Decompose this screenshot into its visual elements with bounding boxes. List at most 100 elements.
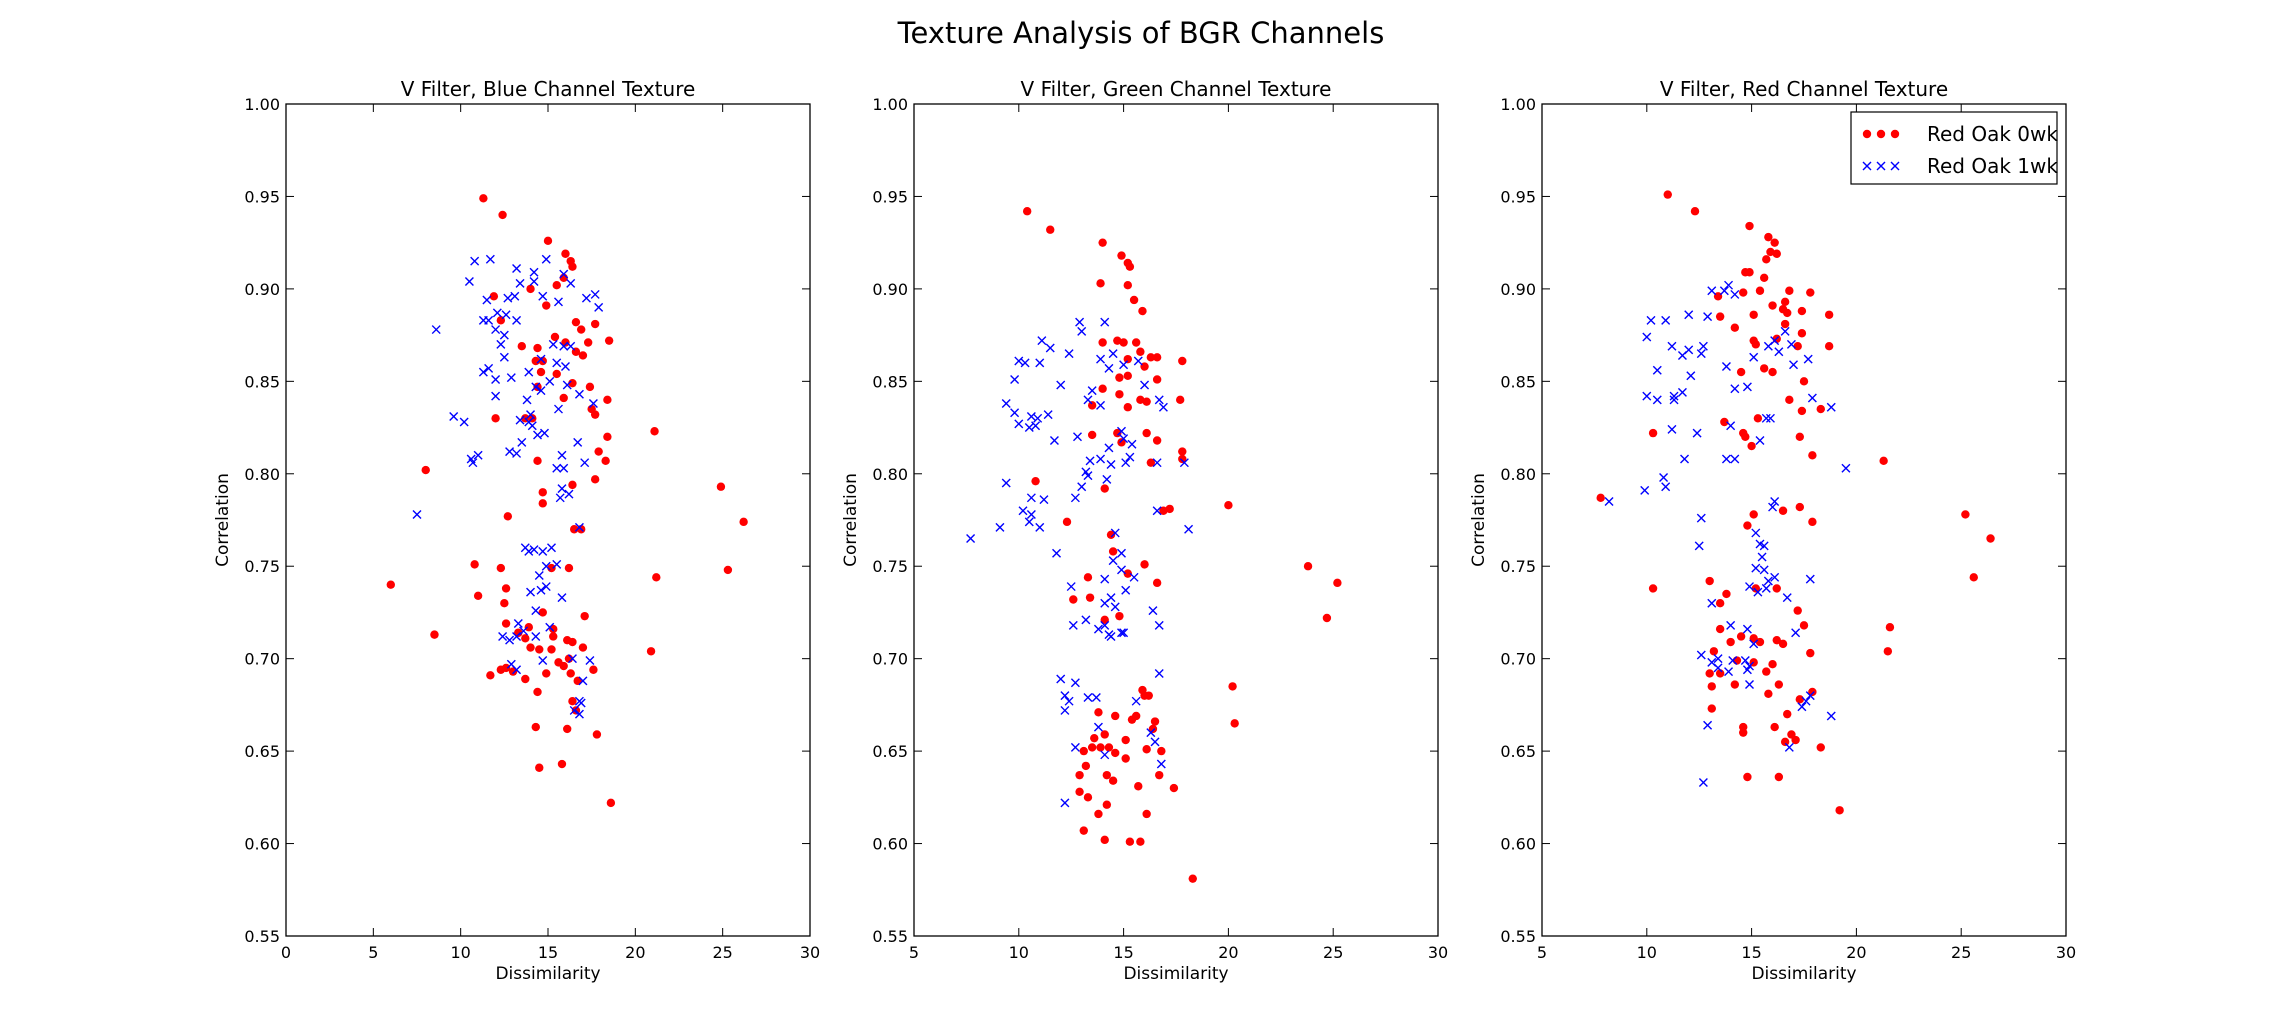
data-point-1wk <box>513 619 523 629</box>
data-point-0wk <box>1046 225 1055 234</box>
data-point-0wk <box>1136 837 1145 846</box>
data-point-0wk <box>1743 772 1752 782</box>
data-point-1wk <box>1070 742 1080 752</box>
data-point-0wk <box>1785 395 1794 405</box>
data-point-1wk <box>1125 452 1135 462</box>
data-point-0wk <box>1125 262 1135 271</box>
data-point-1wk <box>1770 497 1780 507</box>
data-point-0wk <box>601 456 610 466</box>
data-point-0wk <box>1121 735 1130 745</box>
data-point-0wk <box>1795 432 1805 441</box>
data-point-0wk <box>573 676 582 686</box>
data-point-0wk <box>1115 373 1124 382</box>
data-point-0wk <box>1797 406 1807 416</box>
data-point-0wk <box>1648 428 1658 438</box>
data-point-1wk <box>1100 620 1110 630</box>
data-point-0wk <box>1087 430 1097 440</box>
y-tick-label: 0.90 <box>872 280 908 299</box>
data-point-0wk <box>1100 484 1109 493</box>
data-point-0wk <box>543 236 553 246</box>
data-point-1wk <box>1684 310 1694 320</box>
data-point-0wk <box>1117 438 1126 447</box>
x-axis-label: Dissimilarity <box>1123 964 1228 984</box>
data-point-1wk <box>557 484 567 494</box>
data-point-0wk <box>552 369 561 379</box>
data-point-1wk <box>510 291 520 301</box>
data-point-1wk <box>1102 474 1112 484</box>
data-point-1wk <box>1770 572 1780 582</box>
data-point-0wk <box>1157 746 1166 756</box>
figure-title: Texture Analysis of BGR Channels <box>897 16 1385 50</box>
data-point-0wk <box>590 410 600 419</box>
data-point-1wk <box>1083 692 1093 702</box>
legend-entry: Red Oak 0wk <box>1862 122 2058 146</box>
data-point-1wk <box>1026 411 1036 421</box>
data-point-0wk <box>1736 367 1746 377</box>
data-point-1wk <box>1841 463 1851 473</box>
data-point-1wk <box>519 626 529 636</box>
data-point-1wk <box>559 269 569 279</box>
data-point-1wk <box>1070 678 1080 688</box>
data-point-1wk <box>1018 506 1028 516</box>
y-axis-label: Correlation <box>1469 473 1489 567</box>
data-point-0wk <box>1127 715 1137 724</box>
data-point-1wk <box>1087 386 1097 396</box>
data-point-1wk <box>1049 436 1059 445</box>
data-point-1wk <box>1768 502 1778 512</box>
data-point-0wk <box>536 367 546 377</box>
data-point-0wk <box>1707 682 1716 691</box>
data-point-0wk <box>1100 615 1109 625</box>
data-point-1wk <box>1667 341 1677 351</box>
data-point-1wk <box>564 489 574 499</box>
data-point-0wk <box>576 325 586 334</box>
data-point-0wk <box>568 637 577 647</box>
data-point-0wk <box>1188 874 1197 883</box>
scatter-points <box>386 194 748 808</box>
data-point-0wk <box>1115 611 1124 621</box>
data-point-0wk <box>1835 806 1844 815</box>
data-point-1wk <box>531 631 541 641</box>
data-point-1wk <box>574 389 584 399</box>
data-point-1wk <box>545 622 555 632</box>
data-point-0wk <box>1117 251 1126 260</box>
data-point-1wk <box>449 411 459 421</box>
data-point-0wk <box>1745 221 1754 231</box>
data-point-0wk <box>1774 680 1784 689</box>
data-point-0wk <box>1780 319 1790 329</box>
data-point-0wk <box>538 608 547 617</box>
data-point-0wk <box>1759 273 1769 282</box>
data-point-0wk <box>1087 401 1097 410</box>
data-point-1wk <box>1104 443 1114 453</box>
data-point-1wk <box>1119 434 1129 444</box>
data-point-1wk <box>545 376 555 386</box>
data-point-0wk <box>590 475 600 484</box>
data-point-0wk <box>421 465 430 475</box>
data-point-0wk <box>1096 743 1105 752</box>
data-point-1wk <box>546 543 556 553</box>
scatter-points <box>1596 190 1995 815</box>
data-point-1wk <box>562 380 572 390</box>
data-point-1wk <box>574 522 584 532</box>
data-point-1wk <box>1045 343 1055 353</box>
data-point-0wk <box>1169 783 1179 793</box>
legend-entry: Red Oak 1wk <box>1862 154 2058 178</box>
data-point-1wk <box>588 399 598 409</box>
data-point-1wk <box>1751 528 1761 538</box>
data-point-1wk <box>1759 541 1769 551</box>
y-tick-label: 0.80 <box>872 465 908 484</box>
data-point-0wk <box>1146 353 1156 362</box>
data-point-0wk <box>1883 647 1893 656</box>
data-point-0wk <box>1165 504 1174 514</box>
data-point-0wk <box>585 382 595 392</box>
data-point-1wk <box>1100 750 1110 760</box>
data-point-0wk <box>1783 709 1792 719</box>
data-point-1wk <box>1707 286 1717 296</box>
data-point-1wk <box>1064 696 1074 706</box>
data-point-1wk <box>1117 548 1126 558</box>
data-point-1wk <box>412 509 422 519</box>
data-point-0wk <box>566 669 575 678</box>
data-point-0wk <box>603 432 612 441</box>
data-point-0wk <box>1774 772 1784 782</box>
data-point-1wk <box>1056 674 1066 684</box>
data-point-1wk <box>534 570 544 580</box>
